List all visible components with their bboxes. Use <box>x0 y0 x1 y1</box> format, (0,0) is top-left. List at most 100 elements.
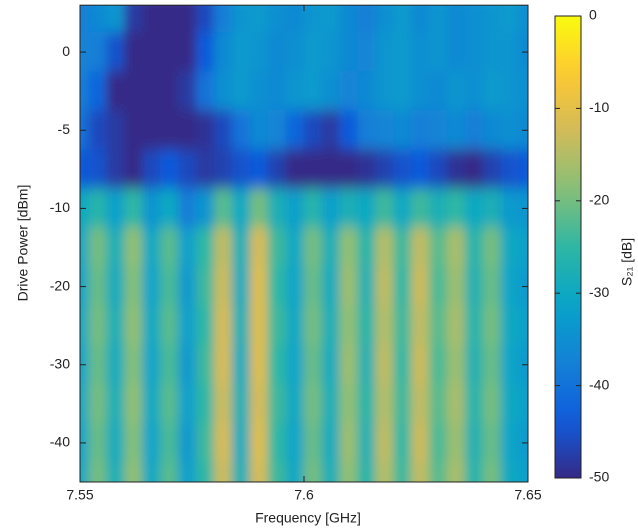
heatmap-cell <box>160 461 180 483</box>
heatmap-cell <box>267 5 287 34</box>
heatmap-cell <box>106 266 126 307</box>
heatmap-cell <box>357 266 377 307</box>
heatmap-cell <box>446 305 466 346</box>
heatmap-cell <box>357 5 377 34</box>
heatmap-cell <box>106 32 126 73</box>
heatmap-cell <box>80 149 90 190</box>
heatmap-cell <box>303 188 323 229</box>
heatmap-cell <box>160 344 180 385</box>
heatmap-cell <box>411 149 430 190</box>
heatmap-cell <box>428 305 448 346</box>
heatmap-cell <box>285 227 305 268</box>
heatmap-cell <box>411 266 430 307</box>
heatmap-cell <box>160 305 180 346</box>
heatmap-cell <box>303 305 323 346</box>
heatmap-cell <box>231 305 251 346</box>
heatmap-cell <box>339 305 359 346</box>
colorbar-tick-label: -50 <box>589 469 609 485</box>
heatmap-cell <box>500 5 520 34</box>
heatmap-cell <box>88 149 108 190</box>
heatmap-cell <box>321 344 341 385</box>
heatmap-cell <box>339 227 359 268</box>
heatmap-cell <box>393 149 413 190</box>
heatmap-cell <box>249 188 269 229</box>
heatmap-cell <box>178 71 197 112</box>
heatmap-cell <box>393 461 413 483</box>
heatmap-cell <box>393 110 413 151</box>
heatmap-cell <box>446 5 466 34</box>
heatmap-cell <box>124 383 144 424</box>
heatmap-cell <box>142 227 162 268</box>
heatmap-cell <box>160 188 180 229</box>
heatmap-cell <box>482 344 502 385</box>
heatmap-cell <box>124 461 144 483</box>
heatmap-cell <box>357 383 377 424</box>
heatmap-cell <box>411 383 430 424</box>
heatmap-cell <box>267 383 287 424</box>
heatmap-cell <box>285 422 305 463</box>
heatmap-cell <box>393 32 413 73</box>
heatmap-cell <box>124 32 144 73</box>
heatmap-cell <box>303 344 323 385</box>
heatmap-cell <box>482 305 502 346</box>
heatmap-cell <box>339 383 359 424</box>
heatmap-cell <box>249 383 269 424</box>
heatmap-cell <box>88 5 108 34</box>
heatmap-cell <box>88 227 108 268</box>
heatmap-cell <box>178 188 197 229</box>
heatmap-cell <box>195 5 215 34</box>
heatmap-cell <box>267 110 287 151</box>
heatmap-cell <box>321 383 341 424</box>
heatmap-cell <box>142 110 162 151</box>
heatmap-cell <box>88 461 108 483</box>
x-axis-label: Frequency [GHz] <box>255 510 361 526</box>
heatmap-cell <box>411 344 430 385</box>
heatmap-cell <box>178 383 197 424</box>
heatmap-cell <box>195 305 215 346</box>
heatmap-cell <box>303 422 323 463</box>
heatmap-cell <box>195 188 215 229</box>
colorbar-tick-label: 0 <box>589 7 597 23</box>
heatmap-cell <box>446 266 466 307</box>
heatmap-cell <box>518 71 528 112</box>
heatmap-cell <box>428 461 448 483</box>
heatmap-cell <box>249 71 269 112</box>
heatmap-cell <box>303 110 323 151</box>
colorbar-label: S₂₁ [dB] <box>619 238 635 286</box>
heatmap-cell <box>518 383 528 424</box>
heatmap-cell <box>178 266 197 307</box>
heatmap-cell <box>393 266 413 307</box>
heatmap-cell <box>321 32 341 73</box>
heatmap-cell <box>285 266 305 307</box>
heatmap-cell <box>446 149 466 190</box>
heatmap-cell <box>231 71 251 112</box>
heatmap-cell <box>464 422 484 463</box>
heatmap-cell <box>106 5 126 34</box>
heatmap-cell <box>518 227 528 268</box>
heatmap-cell <box>303 227 323 268</box>
heatmap-cell <box>375 461 395 483</box>
heatmap-cell <box>213 266 233 307</box>
heatmap-cell <box>375 227 395 268</box>
heatmap-cell <box>428 383 448 424</box>
heatmap-cell <box>482 5 502 34</box>
heatmap-cell <box>446 344 466 385</box>
heatmap-cell <box>464 188 484 229</box>
heatmap-cell <box>393 227 413 268</box>
heatmap-cell <box>142 305 162 346</box>
heatmap-cell <box>357 149 377 190</box>
heatmap-cell <box>213 71 233 112</box>
heatmap-cell <box>411 110 430 151</box>
heatmap-cell <box>411 305 430 346</box>
heatmap-cell <box>375 149 395 190</box>
heatmap-cell <box>411 227 430 268</box>
heatmap-cell <box>249 32 269 73</box>
heatmap-cell <box>80 305 90 346</box>
heatmap-cell <box>500 266 520 307</box>
heatmap-cell <box>464 227 484 268</box>
heatmap-cell <box>393 422 413 463</box>
heatmap-cell <box>321 188 341 229</box>
heatmap-cell <box>393 5 413 34</box>
heatmap-cell <box>124 422 144 463</box>
heatmap-cell <box>357 461 377 483</box>
